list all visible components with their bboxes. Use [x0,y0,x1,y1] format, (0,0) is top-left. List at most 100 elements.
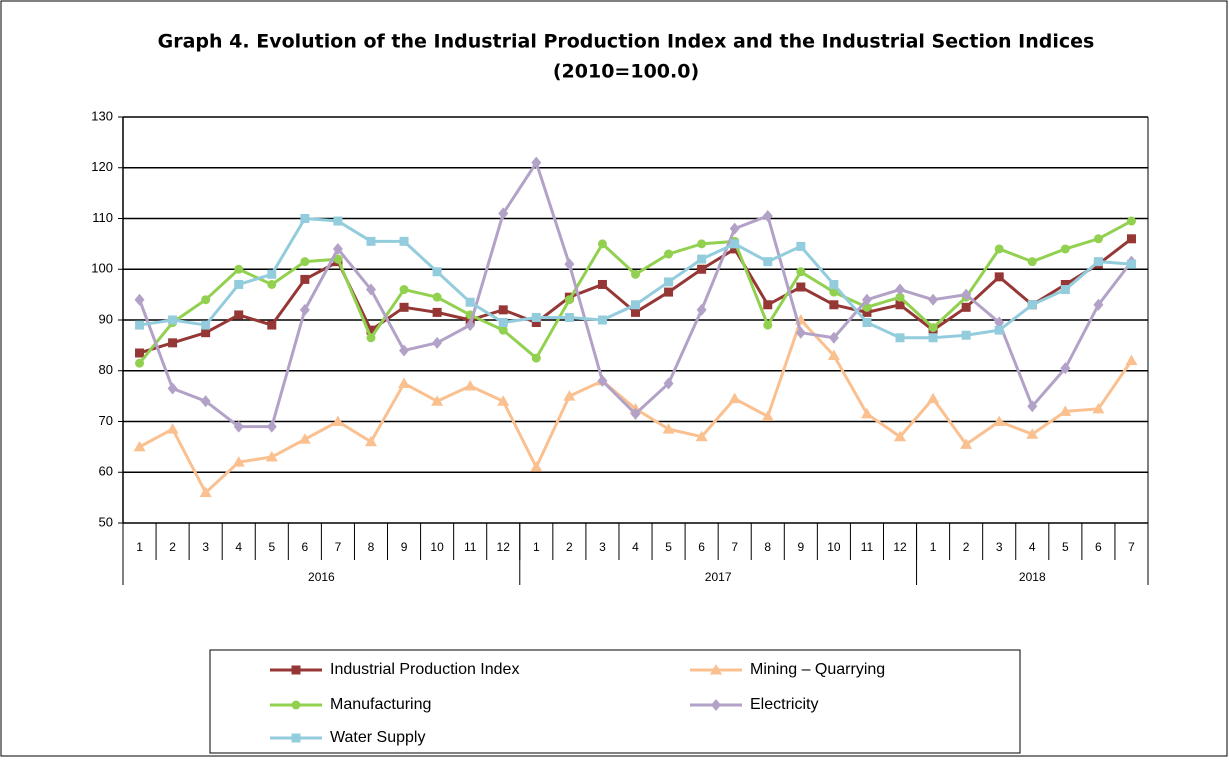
data-point [827,349,840,361]
y-tick-label: 120 [91,159,113,174]
data-point [398,377,411,388]
x-tick-label: 5 [665,540,672,554]
y-tick-label: 110 [92,210,113,225]
series-line [138,161,1133,429]
data-point [265,451,278,462]
series-line [139,237,1133,355]
data-point [862,318,872,328]
data-point [763,257,773,267]
data-point [862,302,872,312]
x-group-label: 2016 [308,570,335,584]
x-tick-label: 2 [169,540,176,554]
data-point [1027,400,1038,413]
x-tick-label: 4 [235,540,242,554]
x-tick-label: 2 [963,540,970,554]
data-point [895,300,905,310]
data-point [201,320,211,330]
x-tick-label: 1 [930,540,937,554]
data-point [597,239,607,249]
data-point [961,288,972,301]
data-point [233,420,244,433]
data-point [531,353,541,363]
data-point [1060,362,1071,375]
data-point [465,319,476,332]
legend-label: Water Supply [330,729,425,746]
x-tick-label: 5 [1062,540,1069,554]
data-point [994,325,1004,335]
data-point [133,440,146,452]
data-point [895,333,905,343]
data-point [1126,216,1136,226]
data-point [695,430,708,442]
data-point [763,300,773,310]
data-point [697,254,707,264]
data-point [664,277,674,287]
data-point [431,395,444,406]
x-tick-label: 2 [566,540,573,554]
legend-box [209,649,1021,754]
data-point [1060,279,1070,289]
data-point [631,307,640,317]
data-point [498,325,508,335]
legend-label: Electricity [750,696,818,713]
data-point [928,293,939,306]
x-tick-label: 7 [1128,540,1135,554]
data-point [762,209,773,222]
data-point [597,315,607,325]
data-point [432,336,443,349]
y-tick-label: 90 [99,311,113,326]
data-point [729,222,740,235]
data-point [860,407,873,419]
data-point [761,410,774,421]
data-point [994,244,1004,254]
data-point [1126,259,1136,269]
data-point [331,415,344,426]
data-point [432,307,442,317]
data-point [234,264,244,274]
data-point [497,395,510,406]
data-point [861,293,872,306]
data-point [927,392,940,404]
x-tick-label: 7 [335,540,342,554]
x-tick-label: 4 [632,540,639,554]
y-tick-label: 130 [91,108,113,123]
data-point [597,374,608,387]
data-point [928,323,938,333]
x-group-label: 2018 [1019,570,1046,584]
data-point [994,316,1005,329]
chart-subtitle: (2010=100.0) [553,61,699,83]
data-point [399,302,409,312]
data-point [498,305,508,315]
legend-label: Manufacturing [330,696,431,713]
data-point [1093,257,1103,267]
x-tick-label: 12 [497,540,511,554]
data-point [135,358,145,368]
legend-marker [291,665,301,675]
data-point [465,297,475,307]
data-point [796,282,806,292]
data-point [829,279,839,289]
data-point [1126,234,1136,244]
data-point [333,216,343,226]
data-point [1093,298,1104,311]
y-tick-label: 80 [99,362,113,377]
x-tick-label: 3 [599,540,606,554]
data-point [597,279,607,289]
data-point [234,279,244,289]
data-point [167,382,178,395]
data-point [135,320,145,330]
data-point [399,285,409,295]
data-point [928,333,938,343]
x-tick-label: 3 [202,540,209,554]
x-tick-label: 10 [827,540,841,554]
data-point [730,244,740,254]
data-point [300,257,310,267]
data-point [135,348,145,358]
x-tick-label: 12 [893,540,907,554]
data-point [267,320,277,330]
data-point [364,435,377,447]
data-point [1026,428,1039,439]
data-point [365,283,376,296]
